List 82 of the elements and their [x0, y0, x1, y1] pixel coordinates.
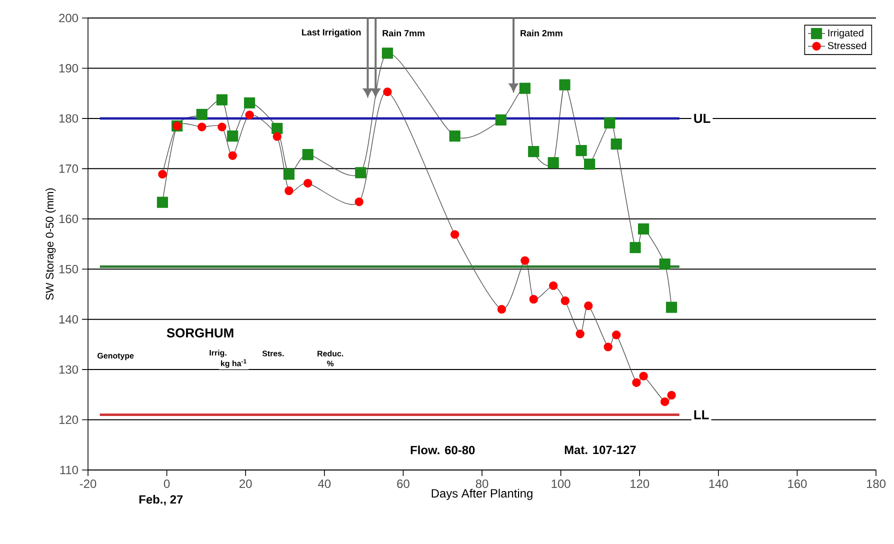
annotation: Mat. 107-127: [564, 446, 636, 454]
point: [354, 197, 364, 206]
point: [560, 296, 570, 306]
point: [576, 330, 584, 338]
annotation: Rain 7mm: [382, 30, 424, 36]
point: [520, 256, 530, 265]
point: [198, 122, 206, 132]
point: [666, 302, 678, 313]
annotation: Flow. 60-80: [410, 446, 475, 454]
point: [612, 330, 621, 340]
point: [559, 79, 570, 90]
point: [272, 122, 283, 134]
point: [450, 230, 460, 239]
point: [584, 158, 596, 170]
ref-line-label: LL: [694, 410, 709, 420]
point: [610, 138, 622, 150]
point: [604, 117, 616, 129]
y-tick-label: 190: [59, 64, 78, 72]
y-tick-label: 170: [59, 164, 78, 173]
point: [244, 97, 256, 108]
point: [548, 157, 559, 168]
point: [355, 167, 366, 178]
point: [156, 196, 168, 208]
x-tick-label: 140: [709, 480, 728, 488]
annotation: Rain 2mm: [520, 30, 562, 36]
y-tick-label: 150: [59, 264, 78, 274]
y-tick-label: 180: [59, 114, 78, 123]
x-tick-label: 180: [866, 480, 886, 488]
point: [284, 186, 294, 196]
point: [667, 390, 676, 400]
point: [638, 223, 650, 234]
point: [604, 342, 612, 352]
y-tick-label: 110: [60, 466, 78, 474]
point: [302, 149, 314, 160]
x-tick-label: 120: [630, 480, 650, 488]
point: [218, 122, 226, 132]
point: [497, 304, 506, 314]
x-tick-label: 0: [164, 480, 170, 488]
point: [272, 132, 282, 141]
text: Feb., 27: [139, 494, 183, 506]
annotation: SORGHUM: [166, 328, 234, 338]
point: [584, 301, 593, 310]
y-tick-label: 140: [59, 315, 78, 324]
x-axis-title: Days After Planting: [432, 488, 532, 500]
point: [196, 108, 208, 120]
point: [548, 281, 558, 290]
point: [495, 114, 506, 126]
point: [630, 242, 641, 254]
point: [660, 397, 670, 406]
y-tick-label: 200: [59, 14, 78, 22]
point: [283, 168, 294, 180]
legend-label: Stressed: [828, 42, 866, 50]
x-tick-label: 60: [397, 480, 410, 488]
point: [659, 258, 670, 270]
point: [227, 130, 238, 142]
y-tick-label: 160: [59, 214, 78, 224]
point: [216, 94, 228, 106]
point: [632, 378, 641, 387]
y-tick-label: 120: [59, 416, 78, 424]
point: [449, 130, 460, 142]
x-tick-label: 100: [552, 480, 570, 488]
point: [383, 87, 392, 96]
point: [245, 110, 254, 120]
x-tick-label: 80: [476, 480, 488, 488]
point: [519, 82, 530, 94]
point: [576, 145, 587, 156]
point: [528, 146, 540, 158]
point: [529, 294, 538, 304]
point: [304, 178, 312, 188]
x-tick-label: 160: [788, 480, 807, 488]
point: [639, 372, 648, 380]
ref-line-label: UL: [694, 114, 710, 123]
point: [228, 151, 237, 160]
point: [382, 48, 393, 59]
y-axis-title: SW Storage 0-50 (mm): [45, 188, 56, 300]
x-tick-label: 20: [240, 480, 252, 488]
legend-label: Irrigated: [828, 29, 864, 38]
annotation: Last Irrigation: [302, 28, 361, 38]
x-tick-label: 40: [318, 480, 331, 488]
y-tick-label: 130: [59, 365, 78, 374]
point: [158, 170, 167, 179]
x-tick-label: -20: [80, 480, 96, 488]
